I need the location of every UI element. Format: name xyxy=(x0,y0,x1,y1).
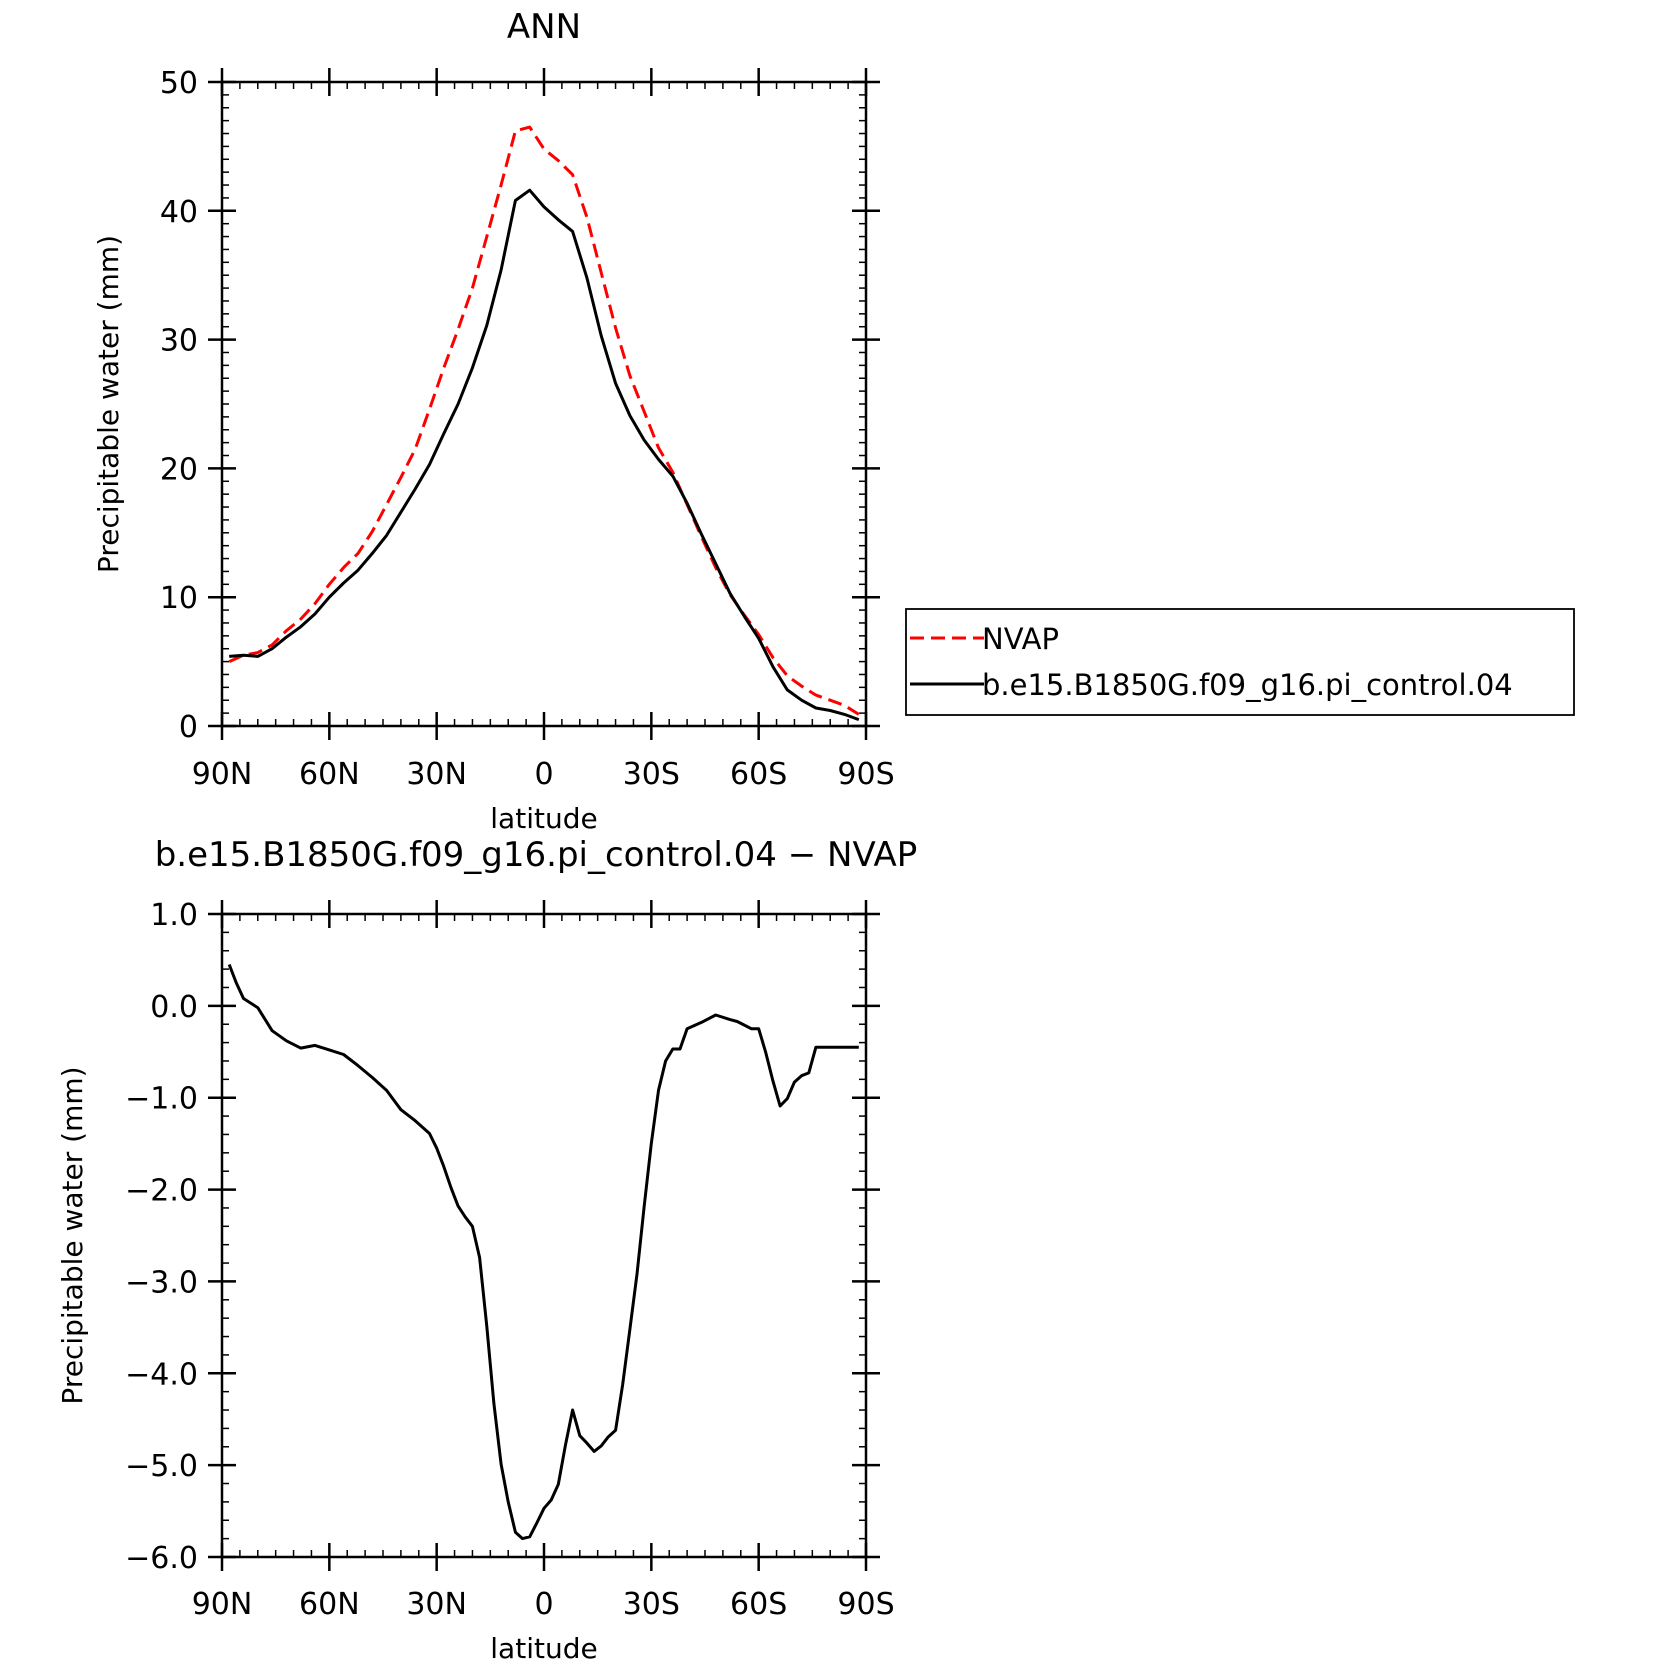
legend-entry-label: b.e15.B1850G.f09_g16.pi_control.04 xyxy=(982,668,1513,702)
y-tick-label: 10 xyxy=(160,581,198,616)
x-tick-label: 60N xyxy=(299,1587,360,1622)
x-tick-label: 90N xyxy=(192,757,253,792)
y-tick-label: −2.0 xyxy=(125,1174,198,1209)
legend-entry-label: NVAP xyxy=(982,622,1059,656)
chart-panel-1: ANN 90N 60N 30N 0 30S 60S 90S 0 10 20 30 40 50 latitud… xyxy=(92,7,1575,835)
chart-title: ANN xyxy=(507,7,581,47)
x-tick-label: 30S xyxy=(623,757,680,792)
x-tick-label: 0 xyxy=(534,757,553,792)
plot-frame xyxy=(220,912,868,1559)
y-axis-label: Precipitable water (mm) xyxy=(92,235,125,573)
legend: NVAP b.e15.B1850G.f09_g16.pi_control.04 xyxy=(905,608,1575,716)
y-tick-label: 0 xyxy=(179,710,198,745)
x-axis-label: latitude xyxy=(490,1632,597,1663)
y-tick-label: −3.0 xyxy=(125,1265,198,1300)
y-tick-label: −6.0 xyxy=(125,1541,198,1576)
y-tick-label: 40 xyxy=(160,195,198,230)
x-tick-label: 0 xyxy=(534,1587,553,1622)
x-tick-label: 60S xyxy=(730,757,787,792)
y-tick-label: 20 xyxy=(160,452,198,487)
y-tick-label: 1.0 xyxy=(150,898,198,933)
y-tick-label: −4.0 xyxy=(125,1357,198,1392)
y-tick-label: 30 xyxy=(160,324,198,359)
y-tick-label: 0.0 xyxy=(150,990,198,1025)
chart-title: b.e15.B1850G.f09_g16.pi_control.04 − NVA… xyxy=(155,835,918,875)
x-tick-label: 30N xyxy=(406,1587,467,1622)
y-tick-label: −1.0 xyxy=(125,1082,198,1117)
x-tick-label: 60S xyxy=(730,1587,787,1622)
x-tick-label: 60N xyxy=(299,757,360,792)
plot-frame xyxy=(220,80,868,728)
x-axis-label: latitude xyxy=(490,802,597,835)
series-line-nvap xyxy=(228,125,860,716)
x-tick-label: 30N xyxy=(406,757,467,792)
x-tick-label: 90S xyxy=(837,757,894,792)
x-tick-label: 90N xyxy=(192,1587,253,1622)
legend-box xyxy=(905,608,1575,716)
x-tick-label: 30S xyxy=(623,1587,680,1622)
y-axis-label: Precipitable water (mm) xyxy=(56,1066,89,1404)
series-line-b-e15-b1850g-f09-g16-pi-control-04 xyxy=(229,188,860,722)
x-tick-label: 90S xyxy=(837,1587,894,1622)
chart-panel-2: b.e15.B1850G.f09_g16.pi_control.04 − NVA… xyxy=(56,835,917,1663)
series-line-difference xyxy=(227,963,859,1541)
y-tick-label: −5.0 xyxy=(125,1449,198,1484)
y-tick-label: 50 xyxy=(160,66,198,101)
